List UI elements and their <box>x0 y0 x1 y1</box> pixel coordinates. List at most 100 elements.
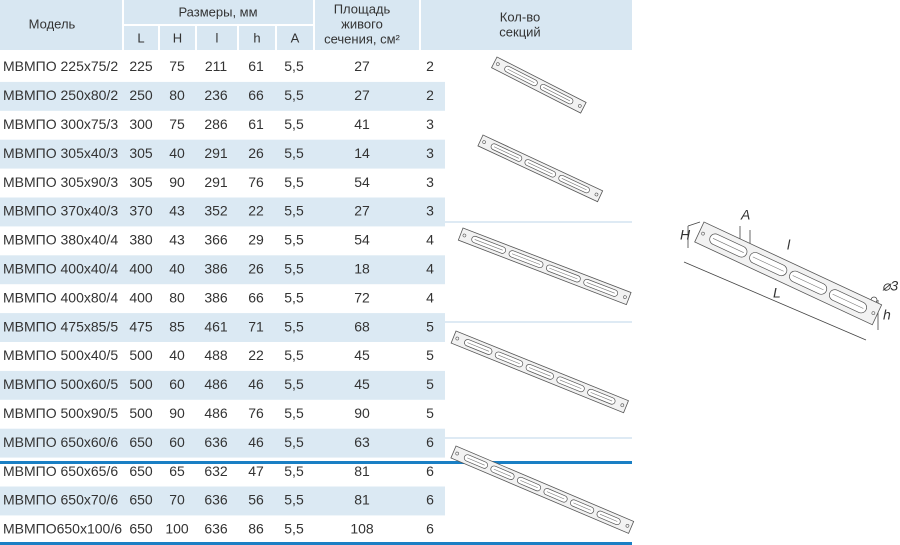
value-cell: 636 <box>204 492 228 508</box>
header-cell <box>124 0 313 24</box>
grille-slot-line <box>511 253 541 265</box>
grille <box>450 330 629 414</box>
divider <box>0 461 632 464</box>
grille <box>477 134 604 203</box>
value-cell: 5 <box>426 405 434 421</box>
model-cell: МВМПО 500x60/5 <box>3 376 118 392</box>
grille-hole <box>623 295 627 299</box>
grille-slot-line <box>832 293 864 309</box>
header-cell <box>160 26 195 50</box>
grille-slot-line <box>528 367 551 377</box>
value-cell: 6 <box>426 463 434 479</box>
value-cell: 61 <box>248 58 264 74</box>
value-cell: 26 <box>248 260 264 276</box>
grille-slot-line <box>498 354 520 365</box>
value-cell: 400 <box>129 289 153 305</box>
header-cell <box>277 26 313 50</box>
value-cell: 650 <box>129 434 153 450</box>
value-cell: 43 <box>169 203 185 219</box>
value-cell: 18 <box>354 260 370 276</box>
value-cell: 370 <box>129 203 153 219</box>
row-shade <box>0 486 445 516</box>
value-cell: 6 <box>426 434 434 450</box>
grille-slot-line <box>520 480 538 489</box>
model-cell: МВМПО 500x40/5 <box>3 347 118 363</box>
value-cell: 4 <box>426 232 434 248</box>
value-cell: 27 <box>354 58 370 74</box>
value-cell: 90 <box>169 405 185 421</box>
value-cell: 108 <box>350 521 374 537</box>
grille-slot-line <box>467 457 485 466</box>
value-cell: 386 <box>204 289 228 305</box>
value-cell: 475 <box>129 318 153 334</box>
value-cell: 3 <box>426 203 434 219</box>
header-area: сечения, см² <box>324 31 400 46</box>
value-cell: 26 <box>248 145 264 161</box>
value-cell: 366 <box>204 232 228 248</box>
grille-body <box>491 56 587 114</box>
grille-slot-line <box>527 162 553 175</box>
grille-hole <box>594 192 599 197</box>
dim-label: h <box>883 307 891 323</box>
value-cell: 75 <box>169 116 185 132</box>
grille-hole <box>871 311 876 315</box>
value-cell: 60 <box>169 434 185 450</box>
grille-slot-line <box>573 502 591 511</box>
value-cell: 5,5 <box>284 347 304 363</box>
header-cell <box>124 26 158 50</box>
model-cell: МВМПО 250x80/2 <box>3 87 118 103</box>
value-cell: 43 <box>169 232 185 248</box>
grille <box>457 227 632 306</box>
grille-hole <box>625 524 630 528</box>
model-cell: МВМПО 475x85/5 <box>3 318 118 334</box>
value-cell: 3 <box>426 174 434 190</box>
header-area: живого <box>341 16 383 31</box>
header-model: Модель <box>29 16 76 31</box>
value-cell: 6 <box>426 521 434 537</box>
header-cell <box>0 0 122 50</box>
header-dim: H <box>173 30 182 45</box>
dim-label: H <box>680 227 691 243</box>
grille-slot-line <box>586 282 615 294</box>
value-cell: 4 <box>426 260 434 276</box>
model-cell: МВМПО 300x75/3 <box>3 116 118 132</box>
value-cell: 40 <box>169 260 185 276</box>
value-cell: 71 <box>248 318 264 334</box>
grille-hole <box>462 233 467 238</box>
value-cell: 45 <box>354 347 370 363</box>
value-cell: 650 <box>129 463 153 479</box>
header-sections: Кол-во <box>500 9 540 24</box>
grille-slot-line <box>507 68 535 84</box>
grille-slot-line <box>474 239 503 251</box>
value-cell: 5 <box>426 318 434 334</box>
grille-slot-line <box>549 267 578 280</box>
model-cell: МВМПО 305x90/3 <box>3 174 118 190</box>
header-dim: l <box>216 30 219 45</box>
dim-label: ⌀3 <box>882 278 898 294</box>
value-cell: 90 <box>354 405 370 421</box>
grille-slot-line <box>543 87 571 102</box>
value-cell: 68 <box>354 318 370 334</box>
grille-hole <box>578 104 582 108</box>
value-cell: 225 <box>129 58 153 74</box>
header-cell <box>421 0 632 50</box>
value-cell: 300 <box>129 116 153 132</box>
value-cell: 56 <box>248 492 264 508</box>
table-header: Модель Размеры, мм Площадь живого сечени… <box>0 0 632 50</box>
grille-hole <box>620 403 625 408</box>
value-cell: 5,5 <box>284 318 304 334</box>
value-cell: 66 <box>248 289 264 305</box>
grille-hole <box>455 336 460 341</box>
value-cell: 250 <box>129 87 153 103</box>
value-cell: 461 <box>204 318 228 334</box>
model-cell: МВМПО 400x40/4 <box>3 260 118 276</box>
value-cell: 2 <box>426 58 434 74</box>
grille-hole <box>701 231 705 236</box>
model-cell: МВМПО 380x40/4 <box>3 232 118 248</box>
header-dims: Размеры, мм <box>178 4 257 19</box>
grille-slot-line <box>752 256 784 272</box>
value-cell: 5,5 <box>284 260 304 276</box>
value-cell: 636 <box>204 521 228 537</box>
header-area: Площадь <box>334 1 391 16</box>
